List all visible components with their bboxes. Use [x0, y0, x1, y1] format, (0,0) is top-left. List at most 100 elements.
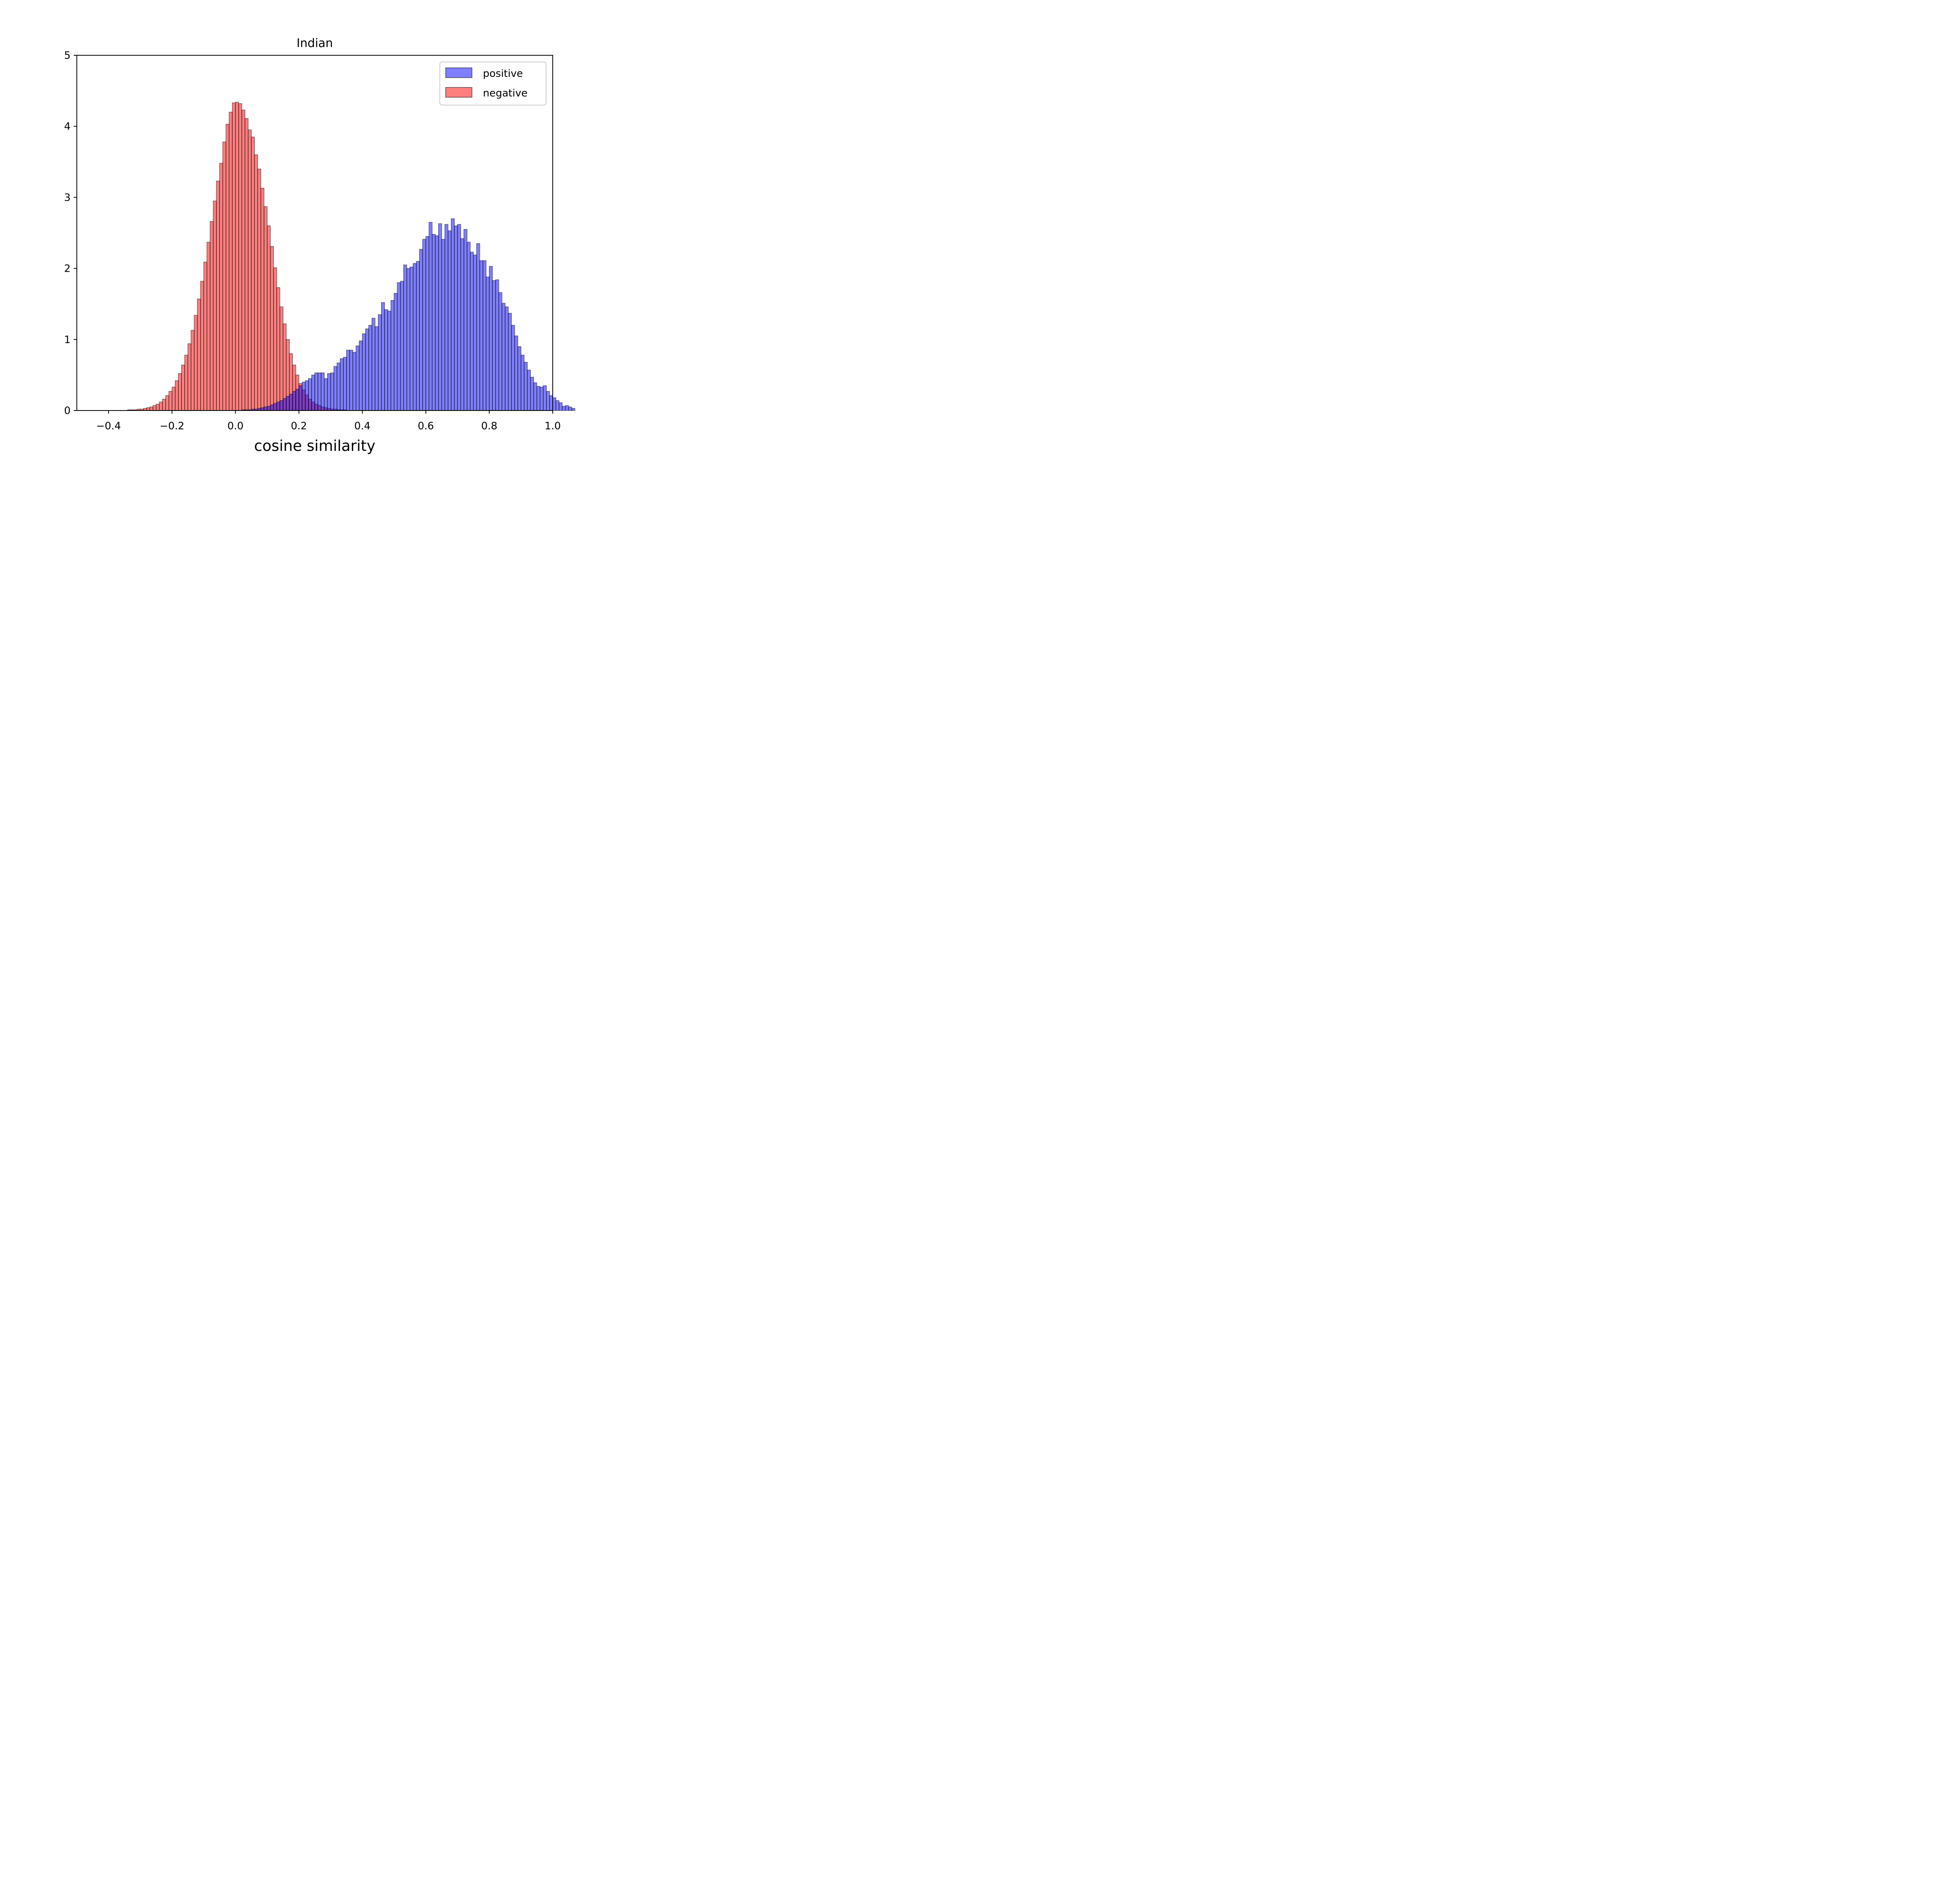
bar-negative	[168, 391, 172, 411]
bar-positive	[533, 382, 537, 411]
y-tick-label: 5	[64, 50, 71, 62]
bar-positive	[321, 372, 325, 411]
bar-positive	[571, 408, 575, 411]
bar-negative	[200, 281, 204, 411]
bar-positive	[479, 260, 483, 411]
bar-negative	[245, 118, 249, 411]
bar-negative	[225, 124, 230, 411]
bar-negative	[241, 109, 245, 411]
bar-positive	[352, 352, 357, 411]
bar-positive	[568, 407, 572, 411]
bar-positive	[435, 235, 439, 411]
legend-swatch-positive	[445, 67, 472, 78]
bar-positive	[365, 328, 369, 411]
bar-positive	[441, 239, 445, 411]
bar-positive	[327, 373, 331, 411]
bar-negative	[238, 103, 242, 411]
bar-negative	[273, 267, 277, 411]
bar-positive	[336, 362, 341, 411]
bar-positive	[359, 340, 363, 411]
legend-label-negative: negative	[483, 87, 528, 99]
bar-positive	[339, 358, 344, 411]
bar-positive	[330, 372, 334, 411]
bar-negative	[210, 221, 214, 411]
bar-negative	[270, 246, 274, 411]
bar-positive	[267, 406, 271, 411]
y-tick-label: 3	[64, 192, 71, 203]
bar-positive	[378, 314, 382, 411]
bar-negative	[203, 262, 207, 411]
bar-negative	[159, 401, 163, 411]
bar-negative	[197, 298, 201, 411]
bar-positive	[476, 243, 480, 411]
bar-negative	[229, 112, 233, 411]
bar-positive	[270, 404, 274, 411]
bar-negative	[207, 242, 211, 411]
bar-negative	[267, 225, 271, 411]
bar-positive	[273, 403, 277, 411]
bar-positive	[318, 372, 321, 411]
bar-negative	[149, 407, 154, 411]
bar-positive	[543, 385, 547, 411]
bar-positive	[460, 238, 465, 411]
bar-positive	[483, 260, 486, 411]
bar-negative	[222, 142, 227, 411]
bar-positive	[448, 230, 452, 411]
bar-negative	[216, 180, 220, 411]
bar-negative	[165, 395, 169, 411]
bar-positive	[432, 234, 436, 411]
bar-negative	[257, 169, 261, 411]
bar-positive	[492, 280, 496, 411]
x-axis-ticks: −0.4 −0.2 0.0 0.2 0.4 0.6 0.8 1.0	[96, 411, 561, 432]
bar-positive	[495, 279, 499, 411]
bar-negative	[178, 373, 182, 411]
bar-negative	[219, 163, 223, 411]
bar-positive	[400, 281, 404, 411]
bar-positive	[295, 389, 299, 411]
bar-positive	[527, 369, 531, 411]
bar-negative	[181, 365, 185, 411]
bar-positive	[356, 345, 360, 411]
x-tick-label: 0.2	[291, 420, 307, 432]
bar-positive	[301, 381, 306, 411]
bar-positive	[314, 372, 318, 411]
bar-negative	[184, 354, 189, 411]
bar-positive	[505, 306, 509, 411]
bar-negative	[156, 403, 160, 411]
bar-positive	[387, 311, 392, 411]
bar-positive	[276, 401, 280, 411]
bar-positive	[346, 350, 350, 411]
bar-positive	[517, 346, 521, 411]
bar-positive	[368, 325, 372, 411]
bar-positive	[489, 266, 493, 411]
bar-positive	[530, 377, 534, 411]
bar-positive	[349, 350, 353, 411]
bar-positive	[425, 236, 430, 411]
histogram-figure: Indian −0.4 −0.2 0.0 0.2 0.4 0.6 0.8 1.0 0 1 2 3 4 5…	[0, 0, 606, 457]
bar-positive	[445, 224, 448, 411]
bar-negative	[235, 102, 239, 411]
bar-positive	[428, 222, 433, 411]
bar-positive	[397, 282, 401, 411]
y-axis-ticks: 0 1 2 3 4 5	[64, 50, 77, 417]
bar-positive	[565, 405, 569, 411]
bar-positive	[394, 293, 398, 411]
bar-negative	[194, 315, 198, 411]
bar-positive	[289, 394, 293, 411]
chart-title: Indian	[297, 36, 333, 50]
x-tick-label: 0.6	[418, 420, 434, 432]
bar-negative	[263, 206, 268, 411]
bar-positive	[454, 225, 458, 411]
x-tick-label: 0.8	[481, 420, 497, 432]
bar-positive	[486, 276, 490, 411]
bar-positive	[511, 325, 515, 411]
bar-positive	[324, 378, 328, 411]
bar-positive	[308, 378, 312, 411]
bar-positive	[473, 254, 477, 411]
bar-positive	[508, 312, 512, 411]
bar-positive	[292, 391, 296, 411]
bar-positive	[263, 407, 268, 411]
bar-negative	[187, 343, 192, 411]
bar-positive	[260, 407, 265, 411]
bar-positive	[549, 395, 553, 411]
